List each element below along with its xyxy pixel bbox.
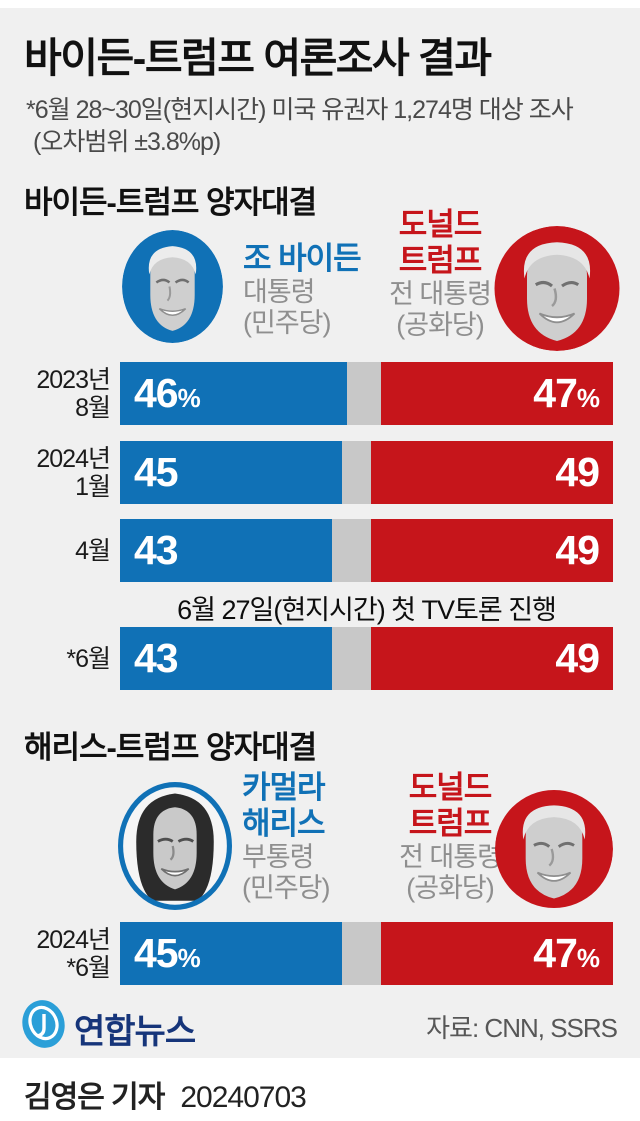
footer-band: 김영은 기자 20240703 [0, 1058, 640, 1121]
biden-value: 46% [134, 370, 201, 416]
harris-role: 부통령 [242, 842, 315, 872]
row-label-line: 4월 [75, 536, 111, 565]
row-label-line: 2024년 [36, 925, 111, 954]
harris-value: 45% [134, 930, 201, 976]
trump-party: (공화당) [396, 310, 485, 340]
publish-date: 20240703 [180, 1081, 306, 1114]
survey-note-line2: (오차범위 ±3.8%p) [33, 128, 221, 156]
trump-name-line2: 트럼프 [398, 243, 483, 278]
trump-value: 49 [555, 635, 600, 681]
trump-photo-2 [495, 788, 613, 910]
harris-label-block: 카멀라 해리스 부통령 (민주당) [242, 770, 331, 904]
harris-name-line2: 해리스 [242, 806, 326, 841]
tv-debate-annotation: 6월 27일(현지시간) 첫 TV토론 진행 [177, 595, 557, 625]
trump-role: 전 대통령 [399, 842, 502, 872]
trump-bar-segment: 49 [371, 519, 613, 582]
row-label-line: *6월 [66, 953, 111, 982]
biden-value: 43 [134, 527, 179, 573]
biden-value: 43 [134, 635, 179, 681]
poll-row-2024-04: 4월 43 49 [0, 519, 640, 582]
row-label-line: *6월 [66, 644, 111, 673]
trump-bar-segment: 47% [381, 922, 613, 985]
trump-name-line1: 도널드 [408, 770, 493, 805]
bar-track: 45% 47% [120, 922, 613, 985]
poll-row-2024-01: 2024년 1월 45 49 [0, 441, 640, 504]
row-label: 4월 [0, 519, 111, 582]
row-label-line: 1월 [75, 472, 111, 501]
reporter-name: 김영은 기자 [24, 1081, 165, 1114]
trump-name-line1: 도널드 [398, 207, 483, 242]
trump-bar-segment: 49 [371, 441, 613, 504]
bar-track: 43 49 [120, 519, 613, 582]
trump-value: 47% [533, 370, 600, 416]
biden-bar-segment: 46% [120, 362, 347, 425]
harris-portrait-icon [118, 782, 232, 910]
harris-photo [118, 782, 232, 910]
trump-value: 47% [533, 930, 600, 976]
trump-value: 49 [555, 449, 600, 495]
bar-track: 45 49 [120, 441, 613, 504]
trump-label-block-2: 도널드 트럼프 전 대통령 (공화당) [385, 770, 515, 904]
biden-role: 대통령 [243, 277, 316, 307]
trump-role: 전 대통령 [389, 279, 492, 309]
row-label: *6월 [0, 627, 111, 690]
biden-name: 조 바이든 [243, 241, 362, 276]
trump-party: (공화당) [406, 873, 495, 903]
trump-name-line2: 트럼프 [408, 806, 493, 841]
row-label: 2024년 *6월 [0, 922, 111, 985]
trump-bar-segment: 47% [381, 362, 613, 425]
bar-track: 43 49 [120, 627, 613, 690]
survey-note: *6월 28~30일(현지시간) 미국 유권자 1,274명 대상 조사 (오차… [26, 94, 626, 158]
harris-party: (민주당) [242, 873, 331, 903]
section1-header: 바이든-트럼프 양자대결 [24, 185, 317, 220]
section2-header: 해리스-트럼프 양자대결 [24, 730, 317, 765]
row-label-line: 8월 [75, 393, 111, 422]
trump-label-block-1: 도널드 트럼프 전 대통령 (공화당) [375, 207, 505, 341]
row-label-line: 2023년 [36, 365, 111, 394]
trump-portrait-icon [495, 790, 613, 908]
row-label: 2023년 8월 [0, 362, 111, 425]
trump-bar-segment: 49 [371, 627, 613, 690]
biden-portrait-icon [122, 230, 223, 343]
survey-note-line1: *6월 28~30일(현지시간) 미국 유권자 1,274명 대상 조사 [26, 96, 574, 124]
bar-track: 46% 47% [120, 362, 613, 425]
row-label: 2024년 1월 [0, 441, 111, 504]
harris-name-line1: 카멀라 [242, 770, 326, 805]
page-title: 바이든-트럼프 여론조사 결과 [24, 35, 492, 81]
biden-bar-segment: 45 [120, 441, 342, 504]
yonhap-logo-text: 연합뉴스 [74, 1013, 196, 1051]
source-credit: 자료: CNN, SSRS [426, 1013, 618, 1043]
trump-photo-1 [494, 226, 620, 351]
biden-photo [122, 230, 223, 343]
biden-label-block: 조 바이든 대통령 (민주당) [243, 241, 362, 339]
biden-party: (민주당) [243, 308, 332, 338]
poll-row-harris-2024-06: 2024년 *6월 45% 47% [0, 922, 640, 985]
biden-value: 45 [134, 449, 179, 495]
trump-portrait-icon [494, 226, 620, 351]
biden-bar-segment: 43 [120, 627, 332, 690]
biden-bar-segment: 43 [120, 519, 332, 582]
harris-bar-segment: 45% [120, 922, 342, 985]
yonhap-logo-icon [20, 998, 67, 1050]
trump-value: 49 [555, 527, 600, 573]
byline: 김영은 기자 20240703 [24, 1072, 307, 1116]
row-label-line: 2024년 [36, 444, 111, 473]
poll-row-2023-08: 2023년 8월 46% 47% [0, 362, 640, 425]
poll-row-2024-06: *6월 43 49 [0, 627, 640, 690]
